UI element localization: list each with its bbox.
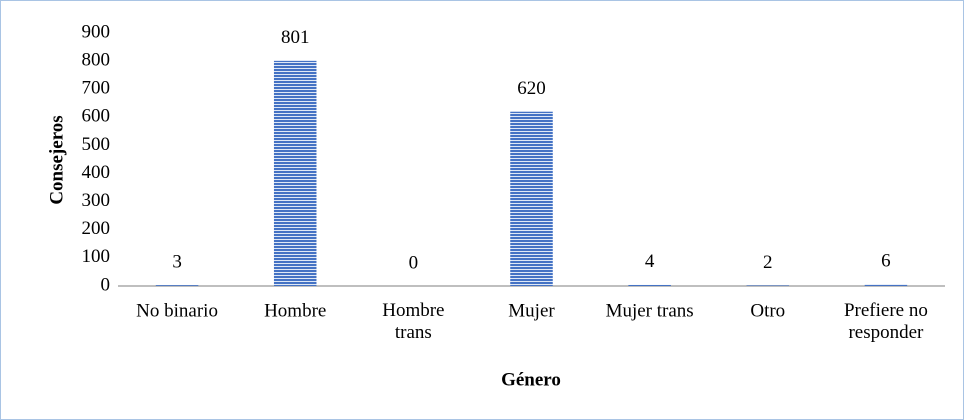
x-tick-label: Otro xyxy=(750,300,785,321)
y-tick-label: 900 xyxy=(82,21,111,42)
y-tick-label: 200 xyxy=(82,218,111,239)
y-tick-label: 500 xyxy=(82,134,111,155)
data-label: 4 xyxy=(645,251,655,272)
y-tick-label: 0 xyxy=(101,274,111,295)
data-label: 620 xyxy=(517,78,546,99)
x-tick-label: Mujer xyxy=(508,300,555,321)
y-tick-label: 100 xyxy=(82,246,111,267)
bar xyxy=(273,60,317,286)
bar xyxy=(510,111,553,286)
x-tick-label: No binario xyxy=(136,300,218,321)
x-tick-label: Hombre trans xyxy=(382,300,444,343)
data-label: 3 xyxy=(172,252,182,273)
x-tick-label: Prefiere no responder xyxy=(844,300,928,343)
bar xyxy=(155,285,199,286)
bar xyxy=(746,285,790,286)
x-axis-title: Género xyxy=(501,369,561,390)
bar xyxy=(628,284,671,286)
y-tick-label: 700 xyxy=(82,78,111,99)
data-label: 0 xyxy=(409,252,419,273)
data-label: 801 xyxy=(281,27,310,48)
y-axis-title: Consejeros xyxy=(46,115,67,204)
y-tick-label: 300 xyxy=(82,190,111,211)
x-tick-label: Mujer trans xyxy=(606,300,694,321)
y-tick-label: 600 xyxy=(82,106,111,127)
y-tick-label: 400 xyxy=(82,162,111,183)
y-tick-label: 800 xyxy=(82,49,111,70)
data-label: 6 xyxy=(881,251,891,272)
x-tick-label: Hombre xyxy=(264,300,326,321)
data-label: 2 xyxy=(763,252,773,273)
bar xyxy=(864,284,908,286)
